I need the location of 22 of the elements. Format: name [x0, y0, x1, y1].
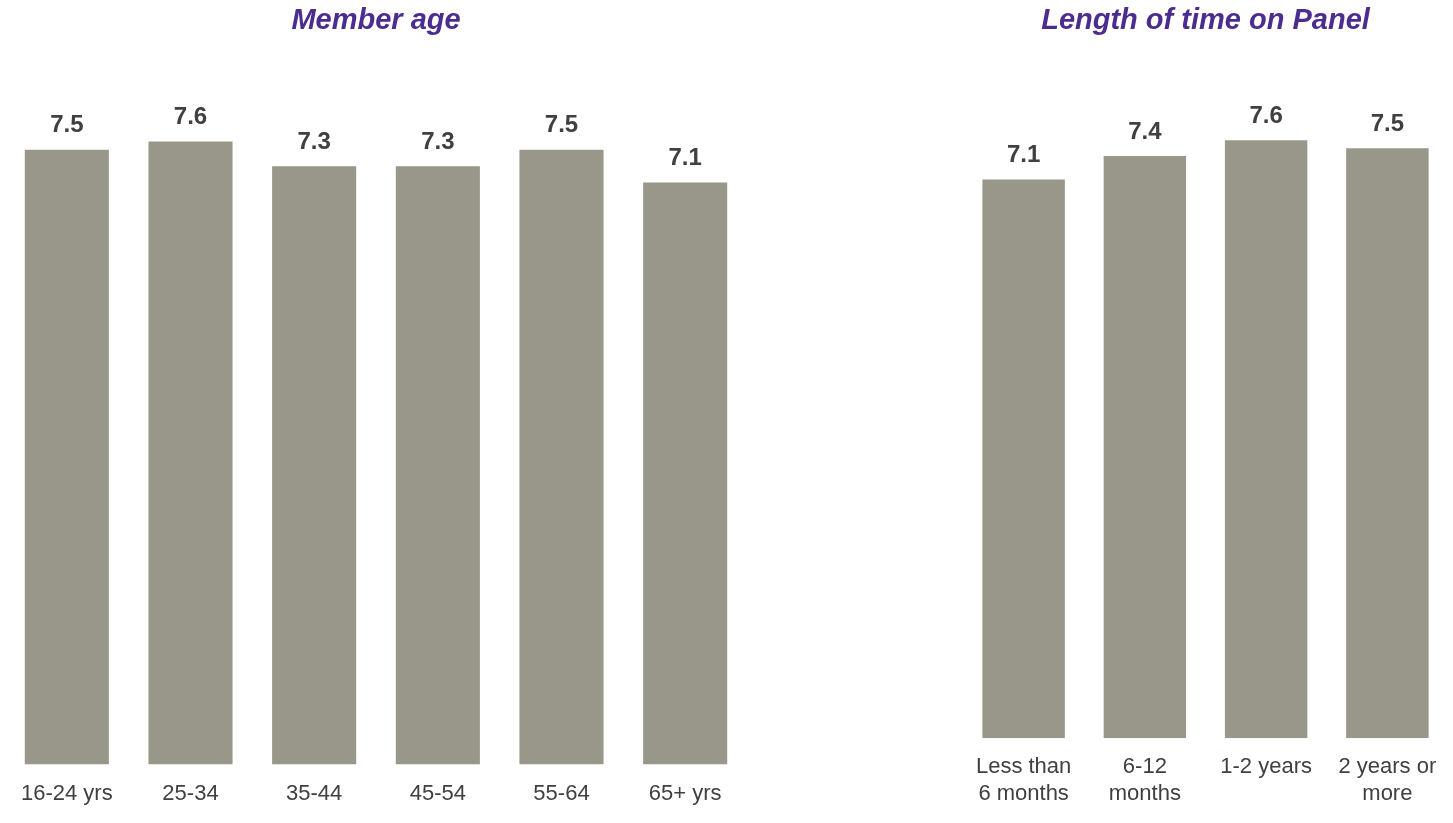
- x-tick-label: 1-2 years: [1220, 753, 1312, 779]
- data-label: 7.3: [297, 126, 331, 154]
- data-label: 7.6: [1249, 100, 1283, 128]
- data-label: 7.5: [544, 110, 579, 138]
- data-label: 7.3: [421, 126, 455, 154]
- chart-title: Member age: [291, 3, 461, 36]
- data-label: 7.4: [1128, 116, 1163, 144]
- data-label: 7.6: [173, 102, 208, 130]
- x-tick-label: Less than 6 months: [975, 753, 1072, 805]
- x-tick-label: 65+ yrs: [648, 779, 722, 805]
- x-tick-label: 2 years or more: [1338, 753, 1437, 805]
- x-tick-label: 25-34: [162, 779, 219, 805]
- data-label: 7.1: [668, 143, 702, 171]
- data-label: 7.5: [50, 110, 84, 138]
- chart-title: Length of time on Panel: [1041, 3, 1371, 36]
- x-tick-label: 16-24 yrs: [20, 779, 113, 805]
- x-tick-label: 55-64: [533, 779, 590, 805]
- x-tick-label: 45-54: [409, 779, 466, 805]
- data-label: 7.1: [1006, 140, 1041, 168]
- data-label: 7.5: [1370, 108, 1405, 136]
- x-tick-label: 35-44: [286, 779, 343, 805]
- x-tick-label: 6-12 months: [1108, 753, 1181, 805]
